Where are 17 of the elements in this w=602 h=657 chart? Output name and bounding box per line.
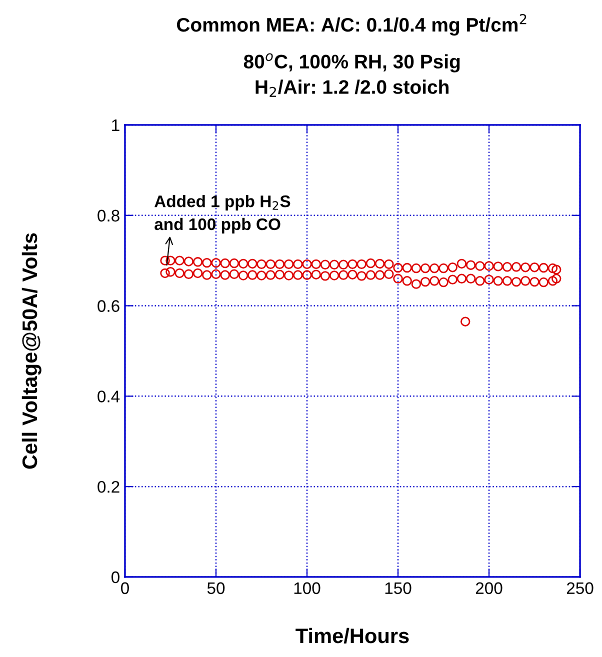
x-tick-label: 100 <box>294 582 320 594</box>
y-tick-label: 0 <box>111 571 120 584</box>
chart-title: Common MEA: A/C: 0.1/0.4 mg Pt/cm$^{2}$ <box>176 14 526 36</box>
y-tick-label: 0.8 <box>98 210 120 222</box>
x-tick-label: 0 <box>120 582 129 594</box>
y-tick-label: 0.6 <box>98 300 120 312</box>
x-tick-label: 150 <box>385 582 412 594</box>
annotation: Added 1 ppb H$_{2}$S and 100 ppb CO <box>154 194 290 234</box>
x-tick-label: 200 <box>476 582 502 594</box>
y-axis-title: Cell Voltage@50A/ Volts <box>22 233 42 469</box>
y-tick-label: 1 <box>112 120 120 131</box>
x-tick-label: 250 <box>566 582 594 594</box>
y-tick-label: 0.4 <box>98 390 120 402</box>
x-tick-label: 50 <box>207 582 225 594</box>
x-axis-title: Time/Hours <box>296 628 409 644</box>
chart-subtitle: 80$^{o}$C, 100% RH, 30 Psig H$_{2}$/Air: 1.2 /2.0 stoich <box>244 53 460 97</box>
y-tick-label: 0.2 <box>98 480 120 493</box>
